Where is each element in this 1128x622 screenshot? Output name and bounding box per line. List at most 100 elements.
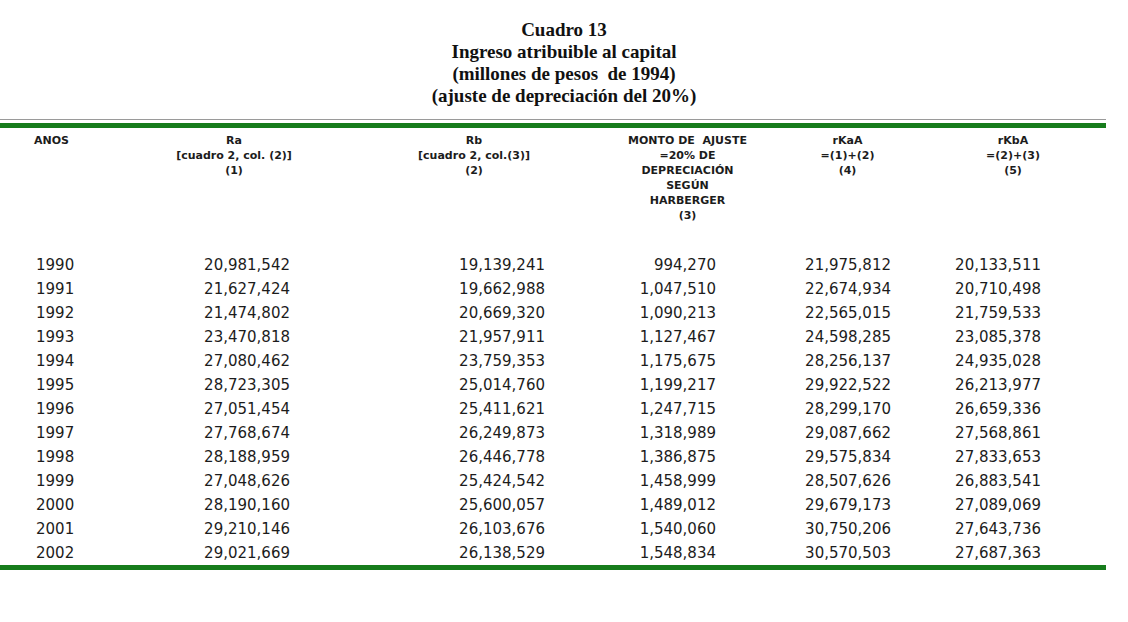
table-container: ANOS Ra [cuadro 2, col. (2)] (1) Rb [cua…	[0, 119, 1106, 570]
ra-cell: 23,470,818	[120, 325, 348, 349]
monto-cell: 1,199,217	[600, 373, 775, 397]
table-title: Cuadro 13 Ingreso atribuible al capital …	[0, 0, 1128, 107]
monto-cell: 1,489,012	[600, 493, 775, 517]
rb-cell: 26,138,529	[348, 541, 600, 568]
ra-cell: 29,021,669	[120, 541, 348, 568]
rkba-cell: 26,213,977	[920, 373, 1106, 397]
table-row: 199927,048,62625,424,5421,458,99928,507,…	[0, 469, 1106, 493]
header-row: ANOS Ra [cuadro 2, col. (2)] (1) Rb [cua…	[0, 126, 1106, 254]
anos-cell: 1990	[0, 253, 120, 277]
monto-cell: 1,090,213	[600, 301, 775, 325]
table-row: 199828,188,95926,446,7781,386,87529,575,…	[0, 445, 1106, 469]
rb-cell: 20,669,320	[348, 301, 600, 325]
rkaa-cell: 22,565,015	[775, 301, 920, 325]
rb-cell: 25,411,621	[348, 397, 600, 421]
rkba-cell: 21,759,533	[920, 301, 1106, 325]
table-body: 199020,981,54219,139,241994,27021,975,81…	[0, 253, 1106, 568]
rb-cell: 26,249,873	[348, 421, 600, 445]
monto-cell: 1,540,060	[600, 517, 775, 541]
rkaa-cell: 29,087,662	[775, 421, 920, 445]
rb-cell: 25,014,760	[348, 373, 600, 397]
anos-cell: 1995	[0, 373, 120, 397]
table-row: 199528,723,30525,014,7601,199,21729,922,…	[0, 373, 1106, 397]
ra-cell: 28,188,959	[120, 445, 348, 469]
anos-cell: 1996	[0, 397, 120, 421]
rkba-cell: 26,883,541	[920, 469, 1106, 493]
anos-cell: 2002	[0, 541, 120, 568]
rkba-cell: 20,710,498	[920, 277, 1106, 301]
title-line-4: (ajuste de depreciación del 20%)	[0, 85, 1128, 107]
table-row: 199020,981,54219,139,241994,27021,975,81…	[0, 253, 1106, 277]
anos-cell: 2001	[0, 517, 120, 541]
rkba-cell: 26,659,336	[920, 397, 1106, 421]
rb-cell: 19,139,241	[348, 253, 600, 277]
rkaa-cell: 28,256,137	[775, 349, 920, 373]
rkaa-cell: 22,674,934	[775, 277, 920, 301]
monto-cell: 1,318,989	[600, 421, 775, 445]
monto-cell: 1,175,675	[600, 349, 775, 373]
table-row: 199121,627,42419,662,9881,047,51022,674,…	[0, 277, 1106, 301]
ra-cell: 27,051,454	[120, 397, 348, 421]
monto-cell: 1,127,467	[600, 325, 775, 349]
rkaa-cell: 29,679,173	[775, 493, 920, 517]
rb-cell: 23,759,353	[348, 349, 600, 373]
rkaa-cell: 24,598,285	[775, 325, 920, 349]
ra-cell: 27,080,462	[120, 349, 348, 373]
anos-cell: 1992	[0, 301, 120, 325]
column-header-monto: MONTO DE AJUSTE =20% DE DEPRECIACIÓN SEG…	[600, 126, 775, 254]
table-row: 199727,768,67426,249,8731,318,98929,087,…	[0, 421, 1106, 445]
anos-cell: 1998	[0, 445, 120, 469]
ra-cell: 27,048,626	[120, 469, 348, 493]
rkba-cell: 27,833,653	[920, 445, 1106, 469]
ra-cell: 28,190,160	[120, 493, 348, 517]
rb-cell: 25,424,542	[348, 469, 600, 493]
monto-cell: 994,270	[600, 253, 775, 277]
title-line-1: Cuadro 13	[0, 19, 1128, 41]
table-row: 200028,190,16025,600,0571,489,01229,679,…	[0, 493, 1106, 517]
column-header-rkba: rKbA =(2)+(3) (5)	[920, 126, 1106, 254]
rkaa-cell: 29,922,522	[775, 373, 920, 397]
column-header-rkaa: rKaA =(1)+(2) (4)	[775, 126, 920, 254]
rb-cell: 26,103,676	[348, 517, 600, 541]
rb-cell: 21,957,911	[348, 325, 600, 349]
title-line-2: Ingreso atribuible al capital	[0, 41, 1128, 63]
rb-cell: 25,600,057	[348, 493, 600, 517]
rkba-cell: 27,089,069	[920, 493, 1106, 517]
rkaa-cell: 30,750,206	[775, 517, 920, 541]
monto-cell: 1,458,999	[600, 469, 775, 493]
monto-cell: 1,047,510	[600, 277, 775, 301]
ra-cell: 27,768,674	[120, 421, 348, 445]
ra-cell: 21,474,802	[120, 301, 348, 325]
rkba-cell: 27,568,861	[920, 421, 1106, 445]
ra-cell: 28,723,305	[120, 373, 348, 397]
table-header: ANOS Ra [cuadro 2, col. (2)] (1) Rb [cua…	[0, 126, 1106, 254]
ra-cell: 29,210,146	[120, 517, 348, 541]
table-row: 199221,474,80220,669,3201,090,21322,565,…	[0, 301, 1106, 325]
anos-cell: 1994	[0, 349, 120, 373]
title-line-3: (millones de pesos de 1994)	[0, 63, 1128, 85]
column-header-anos: ANOS	[0, 126, 120, 254]
document-page: Cuadro 13 Ingreso atribuible al capital …	[0, 0, 1128, 622]
cuadro-13-table: ANOS Ra [cuadro 2, col. (2)] (1) Rb [cua…	[0, 123, 1106, 570]
rkaa-cell: 28,299,170	[775, 397, 920, 421]
rkaa-cell: 28,507,626	[775, 469, 920, 493]
rkaa-cell: 21,975,812	[775, 253, 920, 277]
rkba-cell: 23,085,378	[920, 325, 1106, 349]
rb-cell: 26,446,778	[348, 445, 600, 469]
rkaa-cell: 30,570,503	[775, 541, 920, 568]
rkba-cell: 27,643,736	[920, 517, 1106, 541]
monto-cell: 1,548,834	[600, 541, 775, 568]
column-header-ra: Ra [cuadro 2, col. (2)] (1)	[120, 126, 348, 254]
rb-cell: 19,662,988	[348, 277, 600, 301]
table-row: 199427,080,46223,759,3531,175,67528,256,…	[0, 349, 1106, 373]
anos-cell: 1999	[0, 469, 120, 493]
column-header-rb: Rb [cuadro 2, col.(3)] (2)	[348, 126, 600, 254]
anos-cell: 1997	[0, 421, 120, 445]
anos-cell: 1993	[0, 325, 120, 349]
table-row: 199627,051,45425,411,6211,247,71528,299,…	[0, 397, 1106, 421]
rkba-cell: 24,935,028	[920, 349, 1106, 373]
monto-cell: 1,386,875	[600, 445, 775, 469]
anos-cell: 1991	[0, 277, 120, 301]
rkaa-cell: 29,575,834	[775, 445, 920, 469]
anos-cell: 2000	[0, 493, 120, 517]
